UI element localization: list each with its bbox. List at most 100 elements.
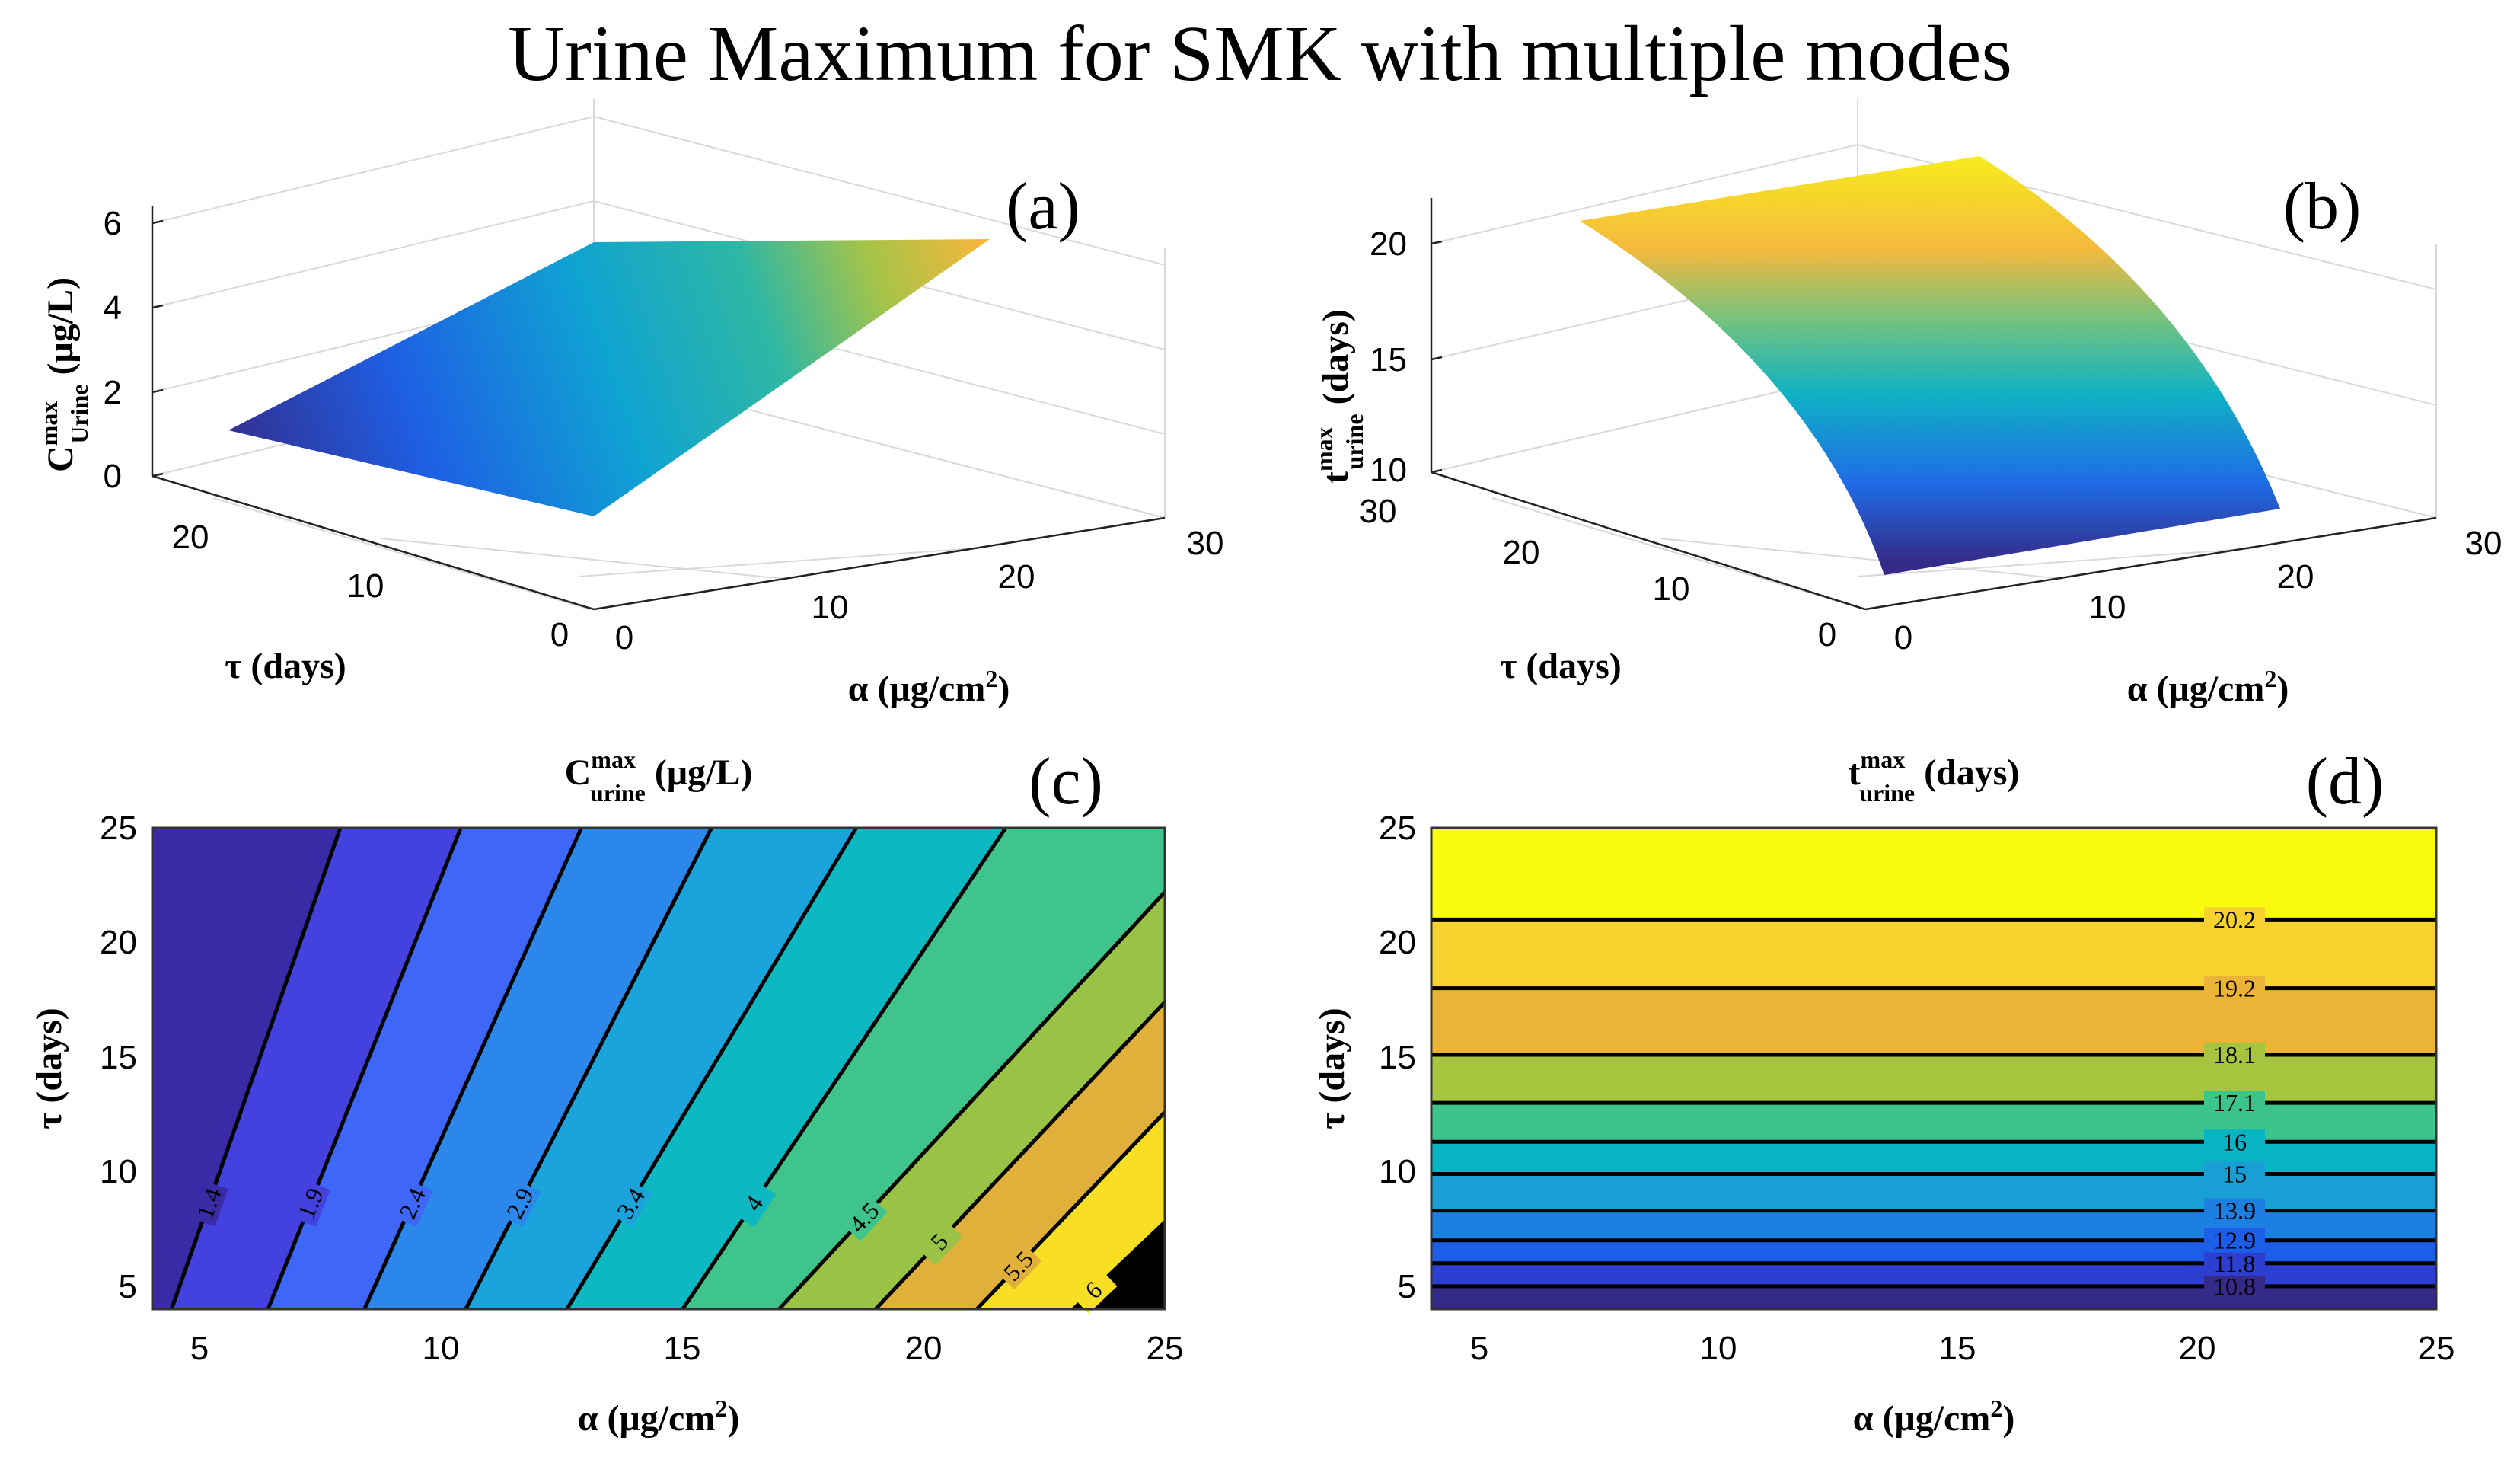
panel-a-y-label: τ (days): [225, 646, 346, 686]
panel-a-z-tick: 4: [104, 289, 122, 327]
panel-d-contour-label: 16: [2222, 1128, 2247, 1155]
panel-c-contour-label-bg: [731, 1179, 777, 1228]
panel-b-x-tick: 20: [2277, 558, 2314, 596]
panel-c-contour-line: [169, 827, 343, 1310]
panel-b-y-label: τ (days): [1500, 646, 1621, 686]
panel-d-contour-label: 17.1: [2213, 1089, 2256, 1116]
panel-c-contour-label-bg: [189, 1180, 228, 1227]
panel-c-x-tick: 25: [1147, 1330, 1184, 1367]
panel-a-z-ticks: 0 2 4 6: [104, 205, 164, 495]
panel-c-ticks: 5 10 15 20 25 5 10 15 20 25: [100, 810, 1183, 1367]
panel-c-x-tick: 20: [905, 1330, 943, 1367]
panel-d-y-tick: 20: [1379, 924, 1416, 961]
panel-b-letter: (b): [2283, 170, 2362, 244]
panel-c-x-label: α (μg/cm2): [578, 1394, 740, 1439]
panel-c-band: [566, 828, 1006, 1309]
panel-c-contour-line: [874, 1001, 1166, 1311]
panel-a-y-tick: 10: [347, 567, 384, 605]
panel-d-x-tick: 25: [2418, 1330, 2455, 1367]
panel-c-y-tick: 25: [100, 810, 137, 847]
panel-c-contour-label-bg: [290, 1180, 331, 1227]
panel-c-title: Cmax urine (μg/L): [565, 746, 753, 807]
panel-b-y-ticks: 0 10 20 30: [1360, 493, 1837, 653]
panel-c: 1.4 1.9 2.4 2.9 3.4 4 4.555.56 5 10 15 20 25 5…: [29, 745, 1183, 1439]
panel-c-contour-label-bg: [840, 1193, 888, 1241]
panel-d-y-tick: 15: [1379, 1039, 1416, 1076]
panel-c-letter: (c): [1029, 745, 1103, 819]
panel-d-contour-label-bg: [2204, 1198, 2265, 1223]
panel-c-x-tick: 5: [190, 1330, 209, 1367]
panel-d-title: tmax urine (days): [1849, 746, 2020, 807]
panel-a-y-ticks: 0 10 20: [172, 519, 569, 653]
figure-title: Urine Maximum for SMK with multiple mode…: [508, 10, 2012, 97]
panel-c-y-tick: 15: [100, 1039, 137, 1076]
panel-a-x-tick: 0: [615, 619, 633, 656]
panel-d: 10.811.812.913.9 15 16 17.1 18.1 19.2 20.2 5 1…: [1312, 745, 2455, 1439]
panel-d-x-tick: 10: [1700, 1330, 1737, 1367]
panel-b-x-tick: 10: [2089, 589, 2126, 626]
panel-d-contour-label: 13.9: [2213, 1197, 2256, 1225]
panel-d-contour-label-bg: [2204, 1273, 2265, 1298]
panel-c-contour-label-bg: [498, 1179, 541, 1228]
panel-d-contour-label: 11.8: [2214, 1250, 2256, 1277]
panel-a-x-tick: 20: [998, 558, 1035, 596]
panel-d-contour-label: 20.2: [2213, 906, 2256, 933]
panel-c-y-tick: 5: [119, 1268, 137, 1305]
panel-d-band: [1431, 828, 2436, 920]
panel-b-z-tick: 15: [1370, 341, 1407, 379]
panel-d-plot-area: 10.811.812.913.9 15 16 17.1 18.1 19.2 20.2: [1431, 828, 2436, 1309]
panel-b-z-tick: 20: [1370, 225, 1407, 263]
panel-b-y-tick: 0: [1818, 616, 1836, 653]
panel-b-x-ticks: 0 10 20 30: [1894, 525, 2502, 656]
panel-a-z-tick: 0: [104, 458, 122, 495]
panel-a-z-tick: 2: [104, 374, 122, 411]
panel-c-plot-area: 1.4 1.9 2.4 2.9 3.4 4 4.555.56: [152, 826, 1166, 1314]
panel-a-x-tick: 30: [1187, 525, 1224, 562]
panel-d-band: [1431, 1210, 2436, 1241]
panel-b-x-label: α (μg/cm2): [2127, 665, 2289, 709]
panel-a: 0 2 4 6 0 10 20 0 10 20 30 Cmax Urine (μg…: [35, 99, 1223, 709]
panel-c-contour-label-bg: [915, 1218, 963, 1266]
panel-c-contour-label-bg: [994, 1241, 1042, 1290]
panel-d-x-tick: 15: [1939, 1330, 1976, 1367]
panel-b-x-tick: 30: [2465, 525, 2502, 562]
panel-d-contour-label-bg: [2204, 1129, 2265, 1155]
panel-c-band: [682, 828, 1165, 1309]
panel-c-y-label: τ (days): [29, 1008, 69, 1129]
panel-c-band: [171, 828, 461, 1309]
panel-d-band: [1431, 1240, 2436, 1263]
panel-d-x-label: α (μg/cm2): [1853, 1394, 2015, 1439]
panel-d-band: [1431, 1286, 2436, 1309]
panel-c-band: [364, 828, 712, 1309]
panel-a-z-label: Cmax Urine (μg/L): [35, 277, 93, 472]
panel-d-band: [1431, 919, 2436, 989]
panel-c-contour-label-bg: [608, 1179, 653, 1228]
panel-c-contour-line: [565, 826, 858, 1311]
panel-b-z-label: tmax urine (days): [1310, 309, 1368, 484]
panel-c-contour-line: [777, 890, 1166, 1311]
panel-d-letter: (d): [2306, 745, 2384, 819]
panel-a-x-tick: 10: [812, 589, 849, 626]
panel-c-contour-line: [681, 826, 1008, 1311]
panel-c-contour-line: [464, 826, 713, 1311]
panel-b-surface: [1580, 156, 2280, 575]
panel-d-contour-label-bg: [2204, 976, 2265, 1001]
panel-d-y-tick: 10: [1379, 1153, 1416, 1190]
panel-d-contour-label-bg: [2204, 907, 2265, 932]
panel-d-contour-label: 18.1: [2213, 1041, 2256, 1069]
panel-c-y-tick: 20: [100, 924, 137, 961]
panel-b-z-ticks: 10 15 20: [1370, 225, 1443, 489]
panel-a-letter: (a): [1006, 170, 1080, 244]
panel-a-y-tick: 20: [172, 519, 209, 556]
panel-c-contour-line: [266, 827, 463, 1310]
panel-d-ticks: 5 10 15 20 25 5 10 15 20 25: [1379, 810, 2455, 1367]
panel-b: 10 15 20 0 10 20 30 0 10 20 30 tmax urine…: [1310, 99, 2502, 709]
panel-c-x-tick: 15: [664, 1330, 701, 1367]
panel-d-contour-label: 12.9: [2213, 1227, 2256, 1254]
panel-c-y-tick: 10: [100, 1153, 137, 1190]
panel-d-band: [1431, 1142, 2436, 1174]
panel-d-band: [1431, 1174, 2436, 1211]
panel-d-y-tick: 5: [1398, 1268, 1416, 1305]
panel-a-z-tick: 6: [104, 205, 122, 242]
panel-a-x-ticks: 0 10 20 30: [615, 525, 1224, 656]
